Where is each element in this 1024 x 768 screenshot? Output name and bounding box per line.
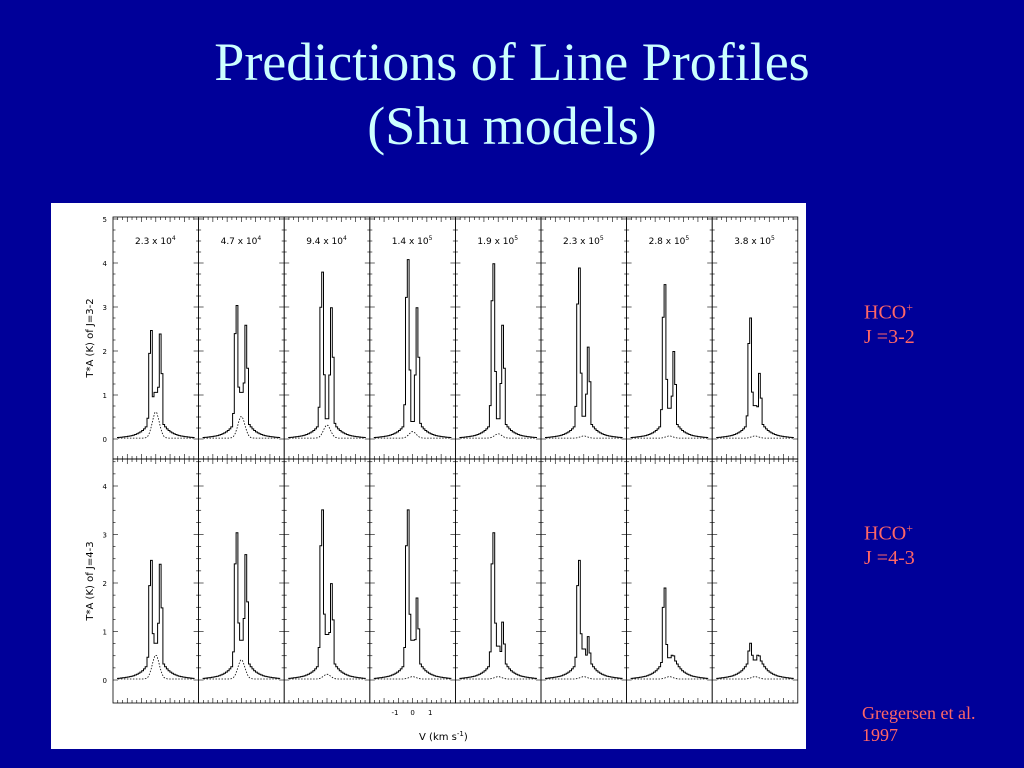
model-dotted-line <box>460 676 537 680</box>
line-profile-figure: 2.3 x 104 4.7 x 104 9.4 x 104 1.4 x 105 1.9 … <box>51 203 806 749</box>
panel-frame <box>711 458 799 704</box>
x-tick-label: 1 <box>428 709 432 717</box>
citation: Gregersen et al. 1997 <box>862 702 975 746</box>
y-tick-label: 0 <box>103 436 107 444</box>
y-tick-label: 2 <box>103 348 107 356</box>
model-dotted-line <box>289 424 365 439</box>
model-dotted-line <box>117 655 194 680</box>
panel-title: 2.3 x 105 <box>563 235 604 247</box>
spectrum-line <box>630 284 709 438</box>
panel-frame <box>198 216 285 460</box>
panel-frame <box>454 216 542 460</box>
spectrum-line <box>288 509 366 679</box>
panel-frame <box>626 458 713 704</box>
panel-title: 3.8 x 105 <box>734 235 775 247</box>
y-axis-label: T*A (K) of J=4-3 <box>85 541 96 621</box>
x-tick-label: -1 <box>391 709 398 717</box>
model-dotted-line <box>117 412 194 439</box>
panel-title: 1.9 x 105 <box>477 235 518 247</box>
spectrum-line <box>545 267 623 438</box>
y-tick-label: 3 <box>103 304 107 312</box>
model-dotted-line <box>460 433 537 439</box>
model-dotted-line <box>374 431 451 439</box>
panel-frame <box>198 458 285 704</box>
panel-title: 4.7 x 104 <box>221 235 262 247</box>
bottom-row-label: HCO+ J =4-3 <box>864 516 915 570</box>
spectrum-line <box>716 317 794 438</box>
spectrum-line <box>288 271 366 438</box>
model-dotted-line <box>545 676 622 680</box>
citation-authors: Gregersen et al. <box>862 703 976 723</box>
x-tick-label: 0 <box>410 709 414 717</box>
panel-title: 2.8 x 105 <box>649 235 690 247</box>
panel-frame <box>283 216 371 460</box>
y-tick-label: 1 <box>103 392 107 400</box>
model-dotted-line <box>717 676 793 680</box>
spectrum-line <box>459 532 537 679</box>
model-dotted-line <box>631 676 708 680</box>
title-line-1: Predictions of Line Profiles <box>214 32 810 92</box>
spectrum-line <box>373 259 452 438</box>
y-tick-label: 1 <box>103 629 107 637</box>
panel-frame <box>626 216 713 460</box>
panel-frame <box>112 216 199 460</box>
y-tick-label: 5 <box>103 216 107 224</box>
spectrum-line <box>459 263 537 438</box>
x-axis-label: V (km s-1) <box>419 730 468 743</box>
model-dotted-line <box>717 435 793 439</box>
panel-frame <box>283 458 371 704</box>
spectrum-line <box>117 559 195 679</box>
slide-title: Predictions of Line Profiles (Shu models… <box>0 30 1024 158</box>
y-tick-label: 3 <box>103 532 107 540</box>
spectrum-line <box>630 587 709 679</box>
panel-frame <box>540 216 627 460</box>
citation-year: 1997 <box>862 725 898 745</box>
model-dotted-line <box>289 673 365 680</box>
model-dotted-line <box>203 416 280 439</box>
top-row-label: HCO+ J =3-2 <box>864 295 915 349</box>
panel-frame <box>454 458 542 704</box>
panel-title: 9.4 x 104 <box>306 235 347 247</box>
spectrum-line <box>716 642 794 679</box>
top-charge: + <box>906 300 914 314</box>
panel-title: 1.4 x 105 <box>392 235 433 247</box>
panel-frame <box>711 216 799 460</box>
top-transition: J =3-2 <box>864 325 915 348</box>
y-tick-label: 2 <box>103 580 107 588</box>
y-tick-label: 4 <box>103 483 108 491</box>
model-dotted-line <box>203 659 280 680</box>
top-species: HCO <box>864 301 907 324</box>
bottom-transition: J =4-3 <box>864 546 915 569</box>
panel-frame <box>369 216 456 460</box>
model-dotted-line <box>374 676 451 680</box>
bottom-charge: + <box>906 521 914 535</box>
spectrum-line <box>202 305 281 438</box>
y-tick-label: 4 <box>103 260 108 268</box>
panel-frame <box>112 458 199 704</box>
spectrum-line <box>373 509 452 679</box>
bottom-species: HCO <box>864 522 907 545</box>
title-line-2: (Shu models) <box>367 96 657 156</box>
spectrum-line <box>545 559 623 679</box>
y-axis-label: T*A (K) of J=3-2 <box>85 298 96 378</box>
panel-frame <box>369 458 456 704</box>
spectrum-line <box>117 330 195 438</box>
y-tick-label: 0 <box>103 677 107 685</box>
model-dotted-line <box>545 435 622 439</box>
spectrum-line <box>202 532 281 679</box>
chart-svg: 2.3 x 104 4.7 x 104 9.4 x 104 1.4 x 105 1.9 … <box>85 216 799 743</box>
model-dotted-line <box>631 435 708 439</box>
panel-title: 2.3 x 104 <box>135 235 176 247</box>
panel-frame <box>540 458 627 704</box>
